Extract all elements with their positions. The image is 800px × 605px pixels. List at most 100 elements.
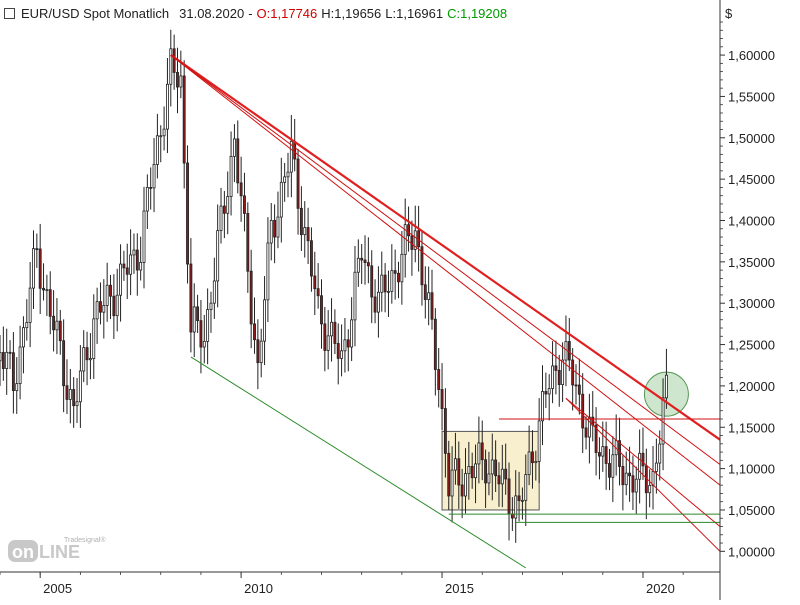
- y-tick-label: 1,05000: [728, 503, 775, 518]
- candle-body: [598, 452, 601, 457]
- candle-body: [618, 440, 621, 467]
- candle-body: [82, 347, 86, 372]
- candle-body: [22, 327, 25, 348]
- candle-body: [554, 365, 558, 371]
- candle-body: [517, 495, 521, 501]
- candle-body: [283, 176, 287, 183]
- candle-body: [393, 270, 397, 274]
- high-value: H:1,19656: [321, 5, 382, 21]
- candle-body: [196, 306, 200, 322]
- candle-body: [608, 463, 611, 478]
- candle-body: [373, 296, 377, 313]
- candle-body: [52, 315, 56, 331]
- candle-body: [316, 288, 320, 297]
- candle-body: [376, 291, 380, 313]
- candle-body: [641, 452, 645, 467]
- logo-small-text: Tradesignal®: [64, 536, 106, 544]
- logo-line-text: LINE: [39, 542, 80, 562]
- candle-body: [454, 458, 457, 471]
- candle-body: [229, 155, 233, 197]
- candle-body: [18, 346, 22, 385]
- candle-body: [149, 187, 153, 189]
- candle-body: [169, 48, 173, 85]
- candle-body: [500, 468, 504, 485]
- candle-body: [520, 499, 524, 502]
- candle-body: [92, 318, 96, 359]
- candle-body: [129, 254, 133, 275]
- candle-body: [547, 388, 551, 395]
- candle-body: [142, 210, 146, 263]
- candle-body: [112, 295, 116, 317]
- candle-body: [310, 240, 313, 277]
- candle-body: [443, 408, 447, 454]
- x-axis-panel: [0, 572, 800, 600]
- candle-body: [72, 389, 76, 407]
- candle-body: [32, 248, 35, 289]
- candle-body: [494, 459, 498, 477]
- candle-body: [263, 299, 266, 342]
- candle-body: [524, 474, 528, 501]
- candle-body: [289, 140, 293, 173]
- date-label: 31.08.2020: [179, 5, 245, 21]
- candle-body: [360, 257, 364, 261]
- candle-body: [470, 466, 474, 479]
- candle-body: [11, 352, 15, 392]
- candle-body: [383, 274, 387, 293]
- x-tick-label: 2020: [646, 581, 675, 596]
- chart-icon[interactable]: [4, 7, 15, 19]
- candle-body: [624, 472, 628, 486]
- candle-body: [484, 459, 488, 484]
- candle-body: [320, 295, 323, 325]
- candle-body: [152, 163, 156, 189]
- candle-body: [293, 140, 297, 160]
- candle-body: [356, 257, 360, 273]
- candles: [0, 29, 668, 543]
- candle-body: [631, 475, 635, 493]
- candle-body: [125, 267, 129, 275]
- candle-body: [279, 181, 283, 218]
- candle-body: [480, 442, 484, 461]
- candle-body: [155, 135, 159, 165]
- candle-body: [433, 318, 437, 370]
- candle-body: [276, 216, 280, 238]
- candle-body: [78, 370, 82, 403]
- candle-body: [55, 320, 59, 331]
- candle-body: [273, 219, 277, 238]
- candle-body: [219, 205, 223, 232]
- candle-body: [350, 319, 354, 348]
- candle-body: [326, 335, 330, 351]
- candle-body: [266, 242, 270, 301]
- candle-body: [628, 472, 632, 477]
- y-tick-label: 1,50000: [728, 131, 775, 146]
- candle-body: [253, 323, 256, 341]
- candle-body: [437, 369, 441, 390]
- candle-body: [1, 352, 5, 369]
- candle-body: [189, 263, 193, 333]
- candle-body: [658, 443, 662, 464]
- candle-body: [467, 466, 471, 475]
- candle-body: [216, 230, 220, 282]
- candle-body: [28, 287, 32, 323]
- candle-body: [186, 162, 189, 265]
- candle-body: [380, 274, 384, 293]
- candle-body: [557, 370, 561, 385]
- candle-body: [611, 454, 615, 478]
- candle-body: [179, 75, 183, 88]
- candle-body: [601, 446, 605, 457]
- candle-body: [115, 294, 119, 317]
- candle-body: [62, 340, 66, 387]
- candle-body: [192, 306, 196, 333]
- candle-body: [577, 384, 581, 395]
- candle-body: [68, 389, 72, 400]
- candle-body: [460, 484, 464, 497]
- candle-body: [132, 249, 136, 256]
- x-tick-label: 2005: [43, 581, 72, 596]
- candle-body: [561, 359, 565, 385]
- candle-body: [42, 287, 45, 291]
- candle-body: [407, 224, 410, 237]
- candle-body: [464, 473, 467, 497]
- y-tick-label: 1,35000: [728, 255, 775, 270]
- candle-body: [440, 389, 444, 409]
- candle-body: [346, 339, 350, 348]
